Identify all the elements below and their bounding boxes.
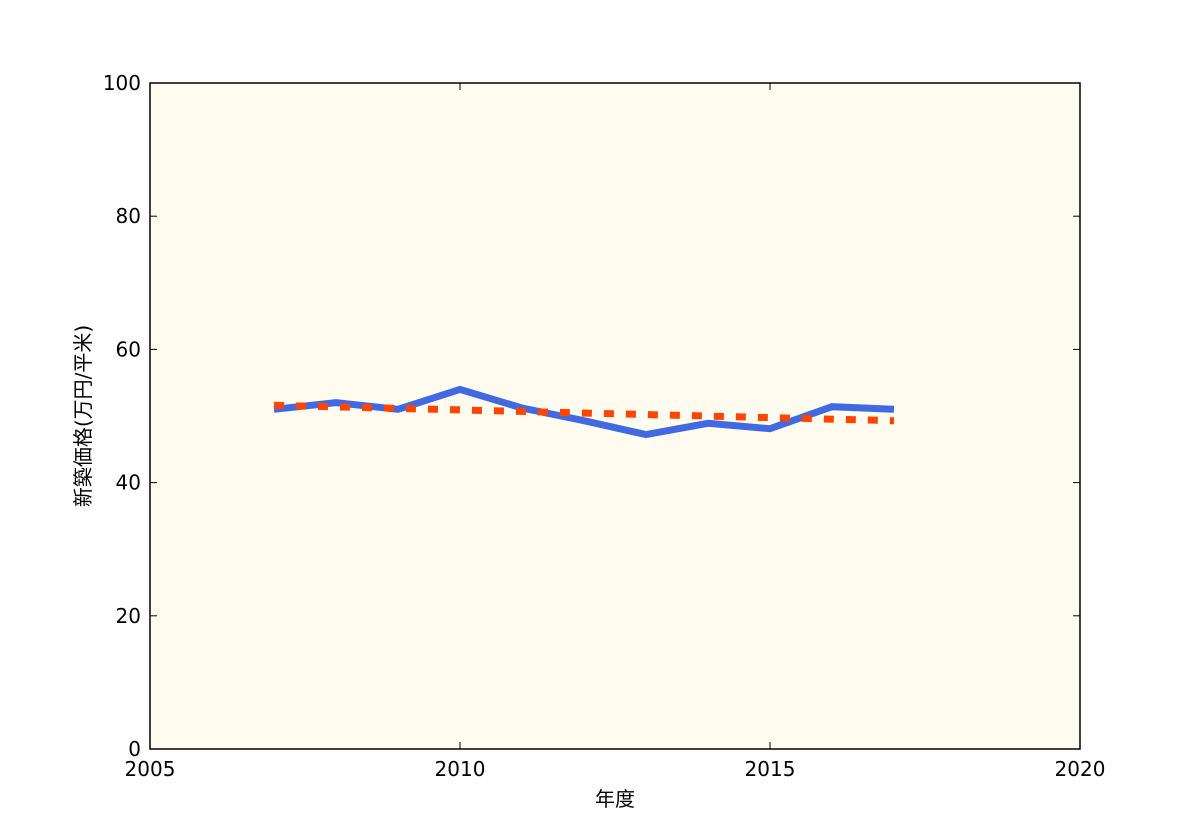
y-tick-label: 20 — [116, 604, 141, 628]
y-tick-label: 0 — [128, 737, 141, 761]
series-line-trend — [273, 401, 895, 425]
series-layer — [273, 385, 895, 439]
y-axis: 0 20 40 60 80 100 — [103, 71, 1080, 761]
y-tick-label: 100 — [103, 71, 141, 95]
x-tick-label: 2020 — [1055, 757, 1106, 781]
y-tick-label: 80 — [116, 204, 141, 228]
x-tick-label: 2010 — [435, 757, 486, 781]
series-line-price — [273, 385, 895, 439]
x-tick-label: 2005 — [125, 757, 176, 781]
plot-frame — [149, 82, 1081, 750]
y-tick-label: 40 — [116, 471, 141, 495]
plot-area — [150, 83, 1080, 749]
x-tick-label: 2015 — [745, 757, 796, 781]
x-axis-label: 年度 — [595, 787, 635, 811]
x-axis: 2005 2010 2015 2020 — [125, 83, 1106, 781]
y-tick-label: 60 — [116, 337, 141, 361]
y-axis-label: 新築価格(万円/平米) — [71, 325, 95, 507]
